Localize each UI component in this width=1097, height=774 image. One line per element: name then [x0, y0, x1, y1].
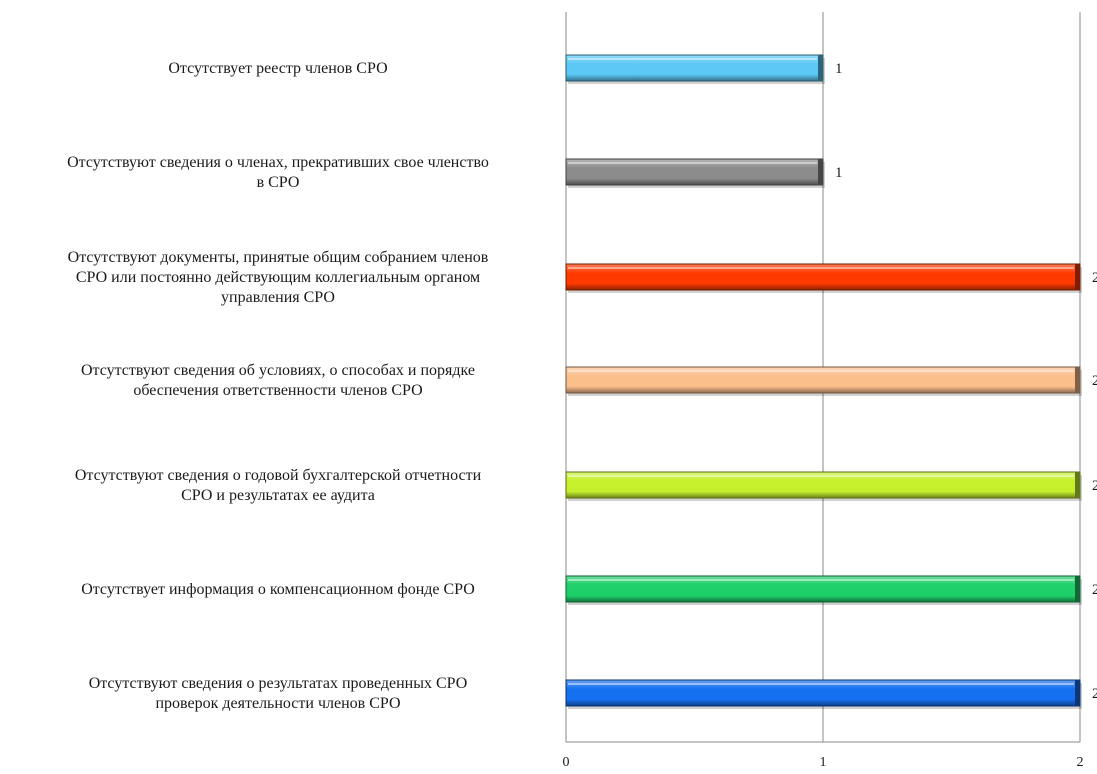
bar-3: [565, 366, 1082, 396]
category-labels: Отсутствует реестр членов СРО Отсутствуют…: [67, 60, 489, 712]
data-label-4: 2: [1092, 478, 1097, 494]
category-label-4: Отсутствуют сведения о годовой бухгалтер…: [75, 467, 482, 504]
category-label-2: Отсутствуют документы, принятые общим со…: [68, 249, 489, 306]
data-labels: 1 1 2 2 2 2 2: [835, 61, 1097, 702]
data-label-0: 1: [835, 61, 843, 77]
data-label-5: 2: [1092, 582, 1097, 598]
category-label-1: Отсутствуют сведения о членах, прекратив…: [67, 154, 489, 191]
bar-2: [565, 263, 1082, 293]
category-label-0: Отсутствует реестр членов СРО: [168, 60, 387, 77]
bar-6: [565, 679, 1082, 709]
bars: [565, 54, 1082, 709]
category-label-5: Отсутствует информация о компенсационном…: [81, 581, 475, 598]
data-label-2: 2: [1092, 270, 1097, 286]
bar-5: [565, 575, 1082, 605]
x-tick-label-2: 2: [1077, 755, 1084, 769]
x-tick-label-0: 0: [563, 755, 570, 769]
data-label-1: 1: [835, 165, 843, 181]
x-axis-ticks: 0 1 2: [563, 755, 1084, 770]
bar-0: [565, 54, 825, 84]
data-label-3: 2: [1092, 373, 1097, 389]
data-label-6: 2: [1092, 686, 1097, 702]
category-label-3: Отсутствуют сведения об условиях, о спос…: [81, 362, 475, 399]
bar-1: [565, 158, 825, 188]
category-label-6: Отсутствуют сведения о результатах прове…: [89, 675, 468, 712]
x-tick-label-1: 1: [820, 755, 827, 769]
bar-4: [565, 471, 1082, 501]
